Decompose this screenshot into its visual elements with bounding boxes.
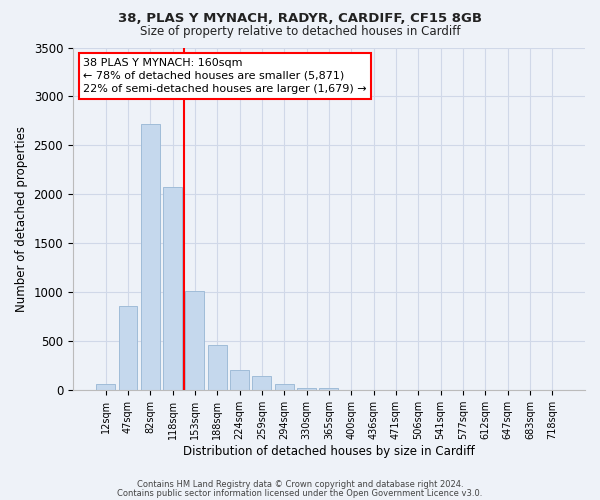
Bar bbox=[319, 388, 338, 390]
Bar bbox=[141, 124, 160, 390]
Bar bbox=[163, 187, 182, 390]
Bar bbox=[208, 345, 227, 390]
Text: Contains public sector information licensed under the Open Government Licence v3: Contains public sector information licen… bbox=[118, 489, 482, 498]
Text: 38, PLAS Y MYNACH, RADYR, CARDIFF, CF15 8GB: 38, PLAS Y MYNACH, RADYR, CARDIFF, CF15 … bbox=[118, 12, 482, 26]
X-axis label: Distribution of detached houses by size in Cardiff: Distribution of detached houses by size … bbox=[183, 444, 475, 458]
Bar bbox=[297, 388, 316, 390]
Y-axis label: Number of detached properties: Number of detached properties bbox=[15, 126, 28, 312]
Bar bbox=[119, 306, 137, 390]
Bar bbox=[96, 384, 115, 390]
Bar bbox=[275, 384, 294, 390]
Text: Contains HM Land Registry data © Crown copyright and database right 2024.: Contains HM Land Registry data © Crown c… bbox=[137, 480, 463, 489]
Bar bbox=[185, 291, 205, 390]
Bar bbox=[253, 376, 271, 390]
Text: 38 PLAS Y MYNACH: 160sqm
← 78% of detached houses are smaller (5,871)
22% of sem: 38 PLAS Y MYNACH: 160sqm ← 78% of detach… bbox=[83, 58, 367, 94]
Text: Size of property relative to detached houses in Cardiff: Size of property relative to detached ho… bbox=[140, 25, 460, 38]
Bar bbox=[230, 370, 249, 390]
